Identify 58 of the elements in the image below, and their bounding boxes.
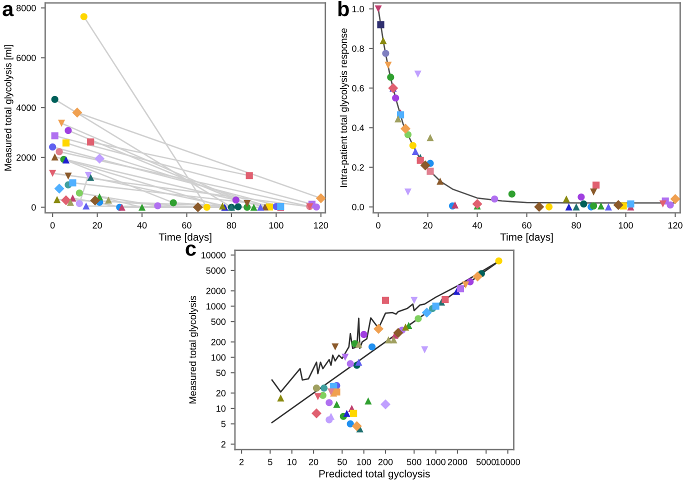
- x-tick-label: 1000: [426, 458, 446, 466]
- chart-title: c: [186, 244, 196, 256]
- y-tick-label: 500: [211, 318, 226, 325]
- x-tick-label: 20: [92, 222, 102, 229]
- y-tick-label: 1.0: [352, 6, 364, 12]
- y-tick-label: 200: [211, 338, 226, 346]
- x-tick-label: 120: [314, 222, 328, 229]
- x-tick-label: 10000: [496, 458, 520, 466]
- y-tick-label: 1000: [206, 303, 226, 310]
- y-tick-label: 0.4: [352, 124, 364, 132]
- y-tick-label: 0.0: [352, 204, 364, 210]
- x-tick-label: 0: [376, 222, 380, 229]
- y-tick-label: 8000: [16, 4, 36, 12]
- y-tick-label: 100: [212, 354, 226, 361]
- y-tick-label: 0.8: [352, 45, 364, 52]
- x-tick-label: 40: [472, 222, 482, 229]
- y-tick-label: 20: [216, 390, 226, 396]
- y-tick-label: 6000: [16, 54, 36, 62]
- y-tick-label: 50: [216, 370, 226, 376]
- x-axis-title: Predicted total gycloysis: [319, 470, 430, 480]
- y-tick-label: 2000: [16, 154, 36, 161]
- y-tick-label: 4000: [16, 104, 36, 111]
- x-axis-title: Time [days]: [158, 233, 212, 243]
- x-tick-label: 80: [572, 222, 581, 229]
- y-tick-label: 0.2: [352, 164, 364, 171]
- x-tick-label: 80: [226, 222, 236, 229]
- y-tick-label: 2000: [206, 288, 226, 294]
- x-tick-label: 100: [356, 458, 372, 466]
- x-tick-label: 100: [269, 222, 284, 229]
- x-tick-label: 5: [268, 458, 272, 466]
- x-tick-label: 200: [378, 458, 393, 466]
- chart-title: a: [2, 4, 14, 16]
- x-tick-label: 100: [618, 222, 633, 229]
- y-tick-label: 10000: [202, 252, 226, 258]
- y-tick-label: 5000: [206, 267, 226, 274]
- y-axis-title: Intra-patient total glycolysis response: [340, 28, 349, 187]
- y-tick-label: 5: [221, 420, 226, 428]
- y-axis-title: Measured total glycolysis: [188, 296, 198, 404]
- y-axis-title: Measured total glycolysis [ml]: [4, 45, 14, 171]
- x-tick-label: 120: [668, 222, 682, 229]
- y-tick-label: 0.6: [352, 85, 364, 92]
- x-tick-label: 10: [288, 458, 297, 466]
- x-tick-label: 2000: [448, 458, 468, 466]
- x-tick-label: 500: [406, 458, 422, 466]
- x-tick-label: 50: [338, 458, 347, 466]
- x-axis-title: Time [days]: [500, 233, 553, 243]
- x-tick-label: 60: [522, 222, 532, 229]
- x-tick-label: 40: [137, 222, 147, 229]
- x-tick-label: 20: [423, 222, 432, 229]
- x-tick-label: 60: [182, 222, 192, 229]
- y-tick-label: 0: [32, 204, 36, 211]
- chart-title: b: [338, 0, 349, 16]
- x-tick-label: 2: [239, 458, 244, 466]
- y-tick-label: 2: [221, 441, 226, 448]
- x-tick-label: 20: [308, 458, 318, 466]
- y-tick-label: 10: [216, 405, 226, 412]
- x-tick-label: 5000: [476, 458, 496, 466]
- x-tick-label: 0: [50, 222, 55, 229]
